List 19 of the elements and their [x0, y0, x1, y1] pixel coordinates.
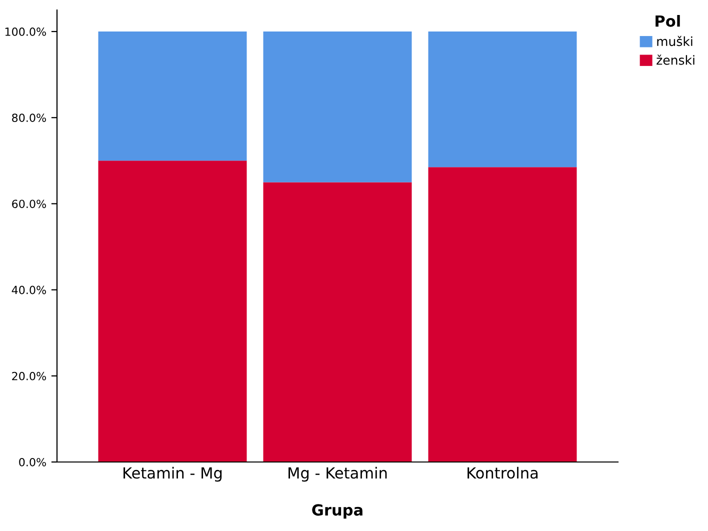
- legend-label: muški: [657, 36, 692, 46]
- y-tick-label: 80.0%: [12, 114, 46, 122]
- x-tick-label: Ketamin - Mg: [124, 466, 222, 482]
- y-tick-label: 100.0%: [5, 28, 46, 36]
- x-tick-label: Kontrolna: [468, 466, 538, 479]
- legend-title: Pol: [656, 15, 680, 27]
- y-tick-label: 60.0%: [12, 200, 46, 208]
- y-tick-label: 0.0%: [19, 458, 46, 466]
- y-tick-label: 40.0%: [12, 286, 46, 294]
- bar: [263, 182, 412, 462]
- bar: [428, 167, 577, 462]
- y-tick-label: 20.0%: [12, 372, 46, 380]
- bar: [98, 160, 247, 462]
- bar: [98, 32, 247, 161]
- bar: [428, 32, 577, 168]
- x-axis-title: Grupa: [312, 504, 362, 519]
- bar: [263, 32, 412, 182]
- x-tick-label: Mg - Ketamin: [288, 466, 387, 482]
- legend-label: ženski: [656, 54, 694, 65]
